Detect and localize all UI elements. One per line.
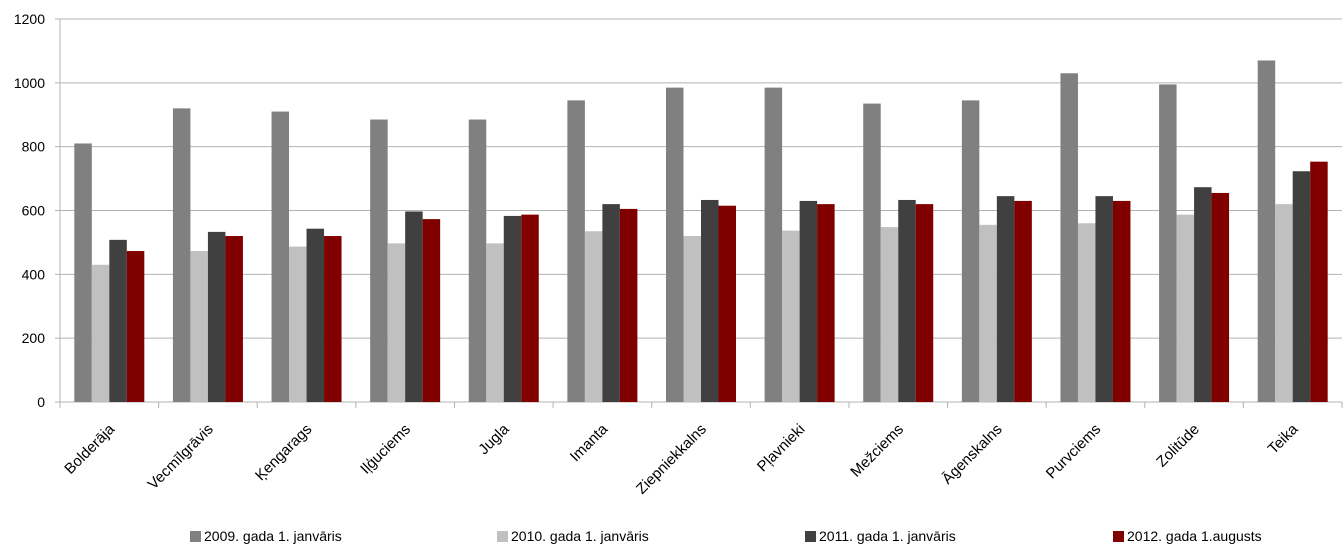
x-category-label: Iļģuciems <box>357 421 414 478</box>
bar <box>764 87 783 402</box>
bar <box>324 236 342 402</box>
bar <box>1211 192 1230 402</box>
bar <box>1310 161 1328 402</box>
legend-label: 2011. gada 1. janvāris <box>819 528 956 544</box>
y-tick-label: 0 <box>37 394 45 410</box>
bar <box>405 211 423 402</box>
bar <box>915 204 934 402</box>
legend-label: 2010. gada 1. janvāris <box>511 528 649 544</box>
x-category-label: Bolderāja <box>61 420 118 477</box>
legend-swatch <box>1113 531 1124 542</box>
bar <box>91 264 110 402</box>
x-category-label: Purvciems <box>1043 421 1105 483</box>
y-tick-labels: 0 200 400 600 800 1000 1200 <box>14 11 45 410</box>
bar <box>1275 204 1293 402</box>
bar <box>370 119 388 402</box>
bar <box>1159 84 1177 402</box>
legend-swatch <box>190 531 201 542</box>
y-tick-label: 800 <box>22 139 46 155</box>
bar <box>619 208 638 402</box>
bar <box>863 103 881 403</box>
bar <box>1077 223 1096 402</box>
y-tick-label: 400 <box>22 266 46 282</box>
bar <box>126 251 145 402</box>
y-tick-label: 1200 <box>14 11 45 27</box>
bar <box>880 227 899 402</box>
bar <box>602 204 620 402</box>
x-category-label: Ķengarags <box>252 421 315 484</box>
x-category-label: Jugla <box>475 420 513 458</box>
bar <box>817 204 835 402</box>
x-category-label: Mežciems <box>847 421 907 481</box>
bar <box>190 251 208 402</box>
legend-swatch <box>805 531 816 542</box>
bar <box>225 236 243 402</box>
x-category-label: Imanta <box>567 420 612 465</box>
bar <box>387 243 406 402</box>
bar <box>172 108 191 402</box>
x-category-labels: Bolderāja Vecmīlgrāvis Ķengarags Iļģuciems J… <box>61 420 1302 497</box>
bar <box>521 214 539 402</box>
bar <box>289 246 307 402</box>
bar <box>1292 171 1311 402</box>
bar <box>503 215 522 402</box>
bar <box>961 100 980 402</box>
bars <box>74 60 1328 403</box>
bar <box>701 199 719 402</box>
bar <box>1194 187 1212 402</box>
legend-label: 2009. gada 1. janvāris <box>204 528 342 544</box>
x-category-label: Pļavnieki <box>754 421 808 475</box>
bar <box>782 230 800 402</box>
bar <box>422 219 441 402</box>
legend-swatch <box>497 531 508 542</box>
bar <box>567 100 585 402</box>
bar <box>979 224 997 402</box>
legend: 2009. gada 1. janvāris 2010. gada 1. janv… <box>190 528 1262 544</box>
bar <box>683 236 701 402</box>
bar <box>584 231 603 402</box>
bar <box>1257 60 1276 402</box>
bar <box>898 199 916 402</box>
bar <box>1095 196 1113 402</box>
bar <box>74 143 92 402</box>
x-category-label: Āgenskalns <box>939 421 1006 488</box>
bar <box>1060 73 1078 402</box>
x-category-label: Teika <box>1265 420 1302 457</box>
bar <box>486 243 504 402</box>
bar <box>207 231 226 402</box>
legend-label: 2012. gada 1.augusts <box>1127 528 1262 544</box>
bar <box>718 205 736 402</box>
bar <box>1176 214 1195 402</box>
bar <box>666 87 684 402</box>
bar <box>271 111 290 402</box>
bar <box>1014 200 1032 402</box>
y-tick-label: 600 <box>22 203 46 219</box>
bar <box>996 196 1015 402</box>
bar <box>799 200 818 402</box>
x-category-label: Zolitūde <box>1153 421 1203 471</box>
x-category-label: Ziepniekkalns <box>633 421 710 498</box>
bar <box>1112 200 1131 402</box>
bar <box>109 239 127 402</box>
y-tick-label: 1000 <box>14 75 45 91</box>
bar <box>468 119 487 402</box>
x-category-label: Vecmīlgrāvis <box>145 421 217 493</box>
bar <box>306 228 325 402</box>
y-tick-label: 200 <box>22 330 46 346</box>
